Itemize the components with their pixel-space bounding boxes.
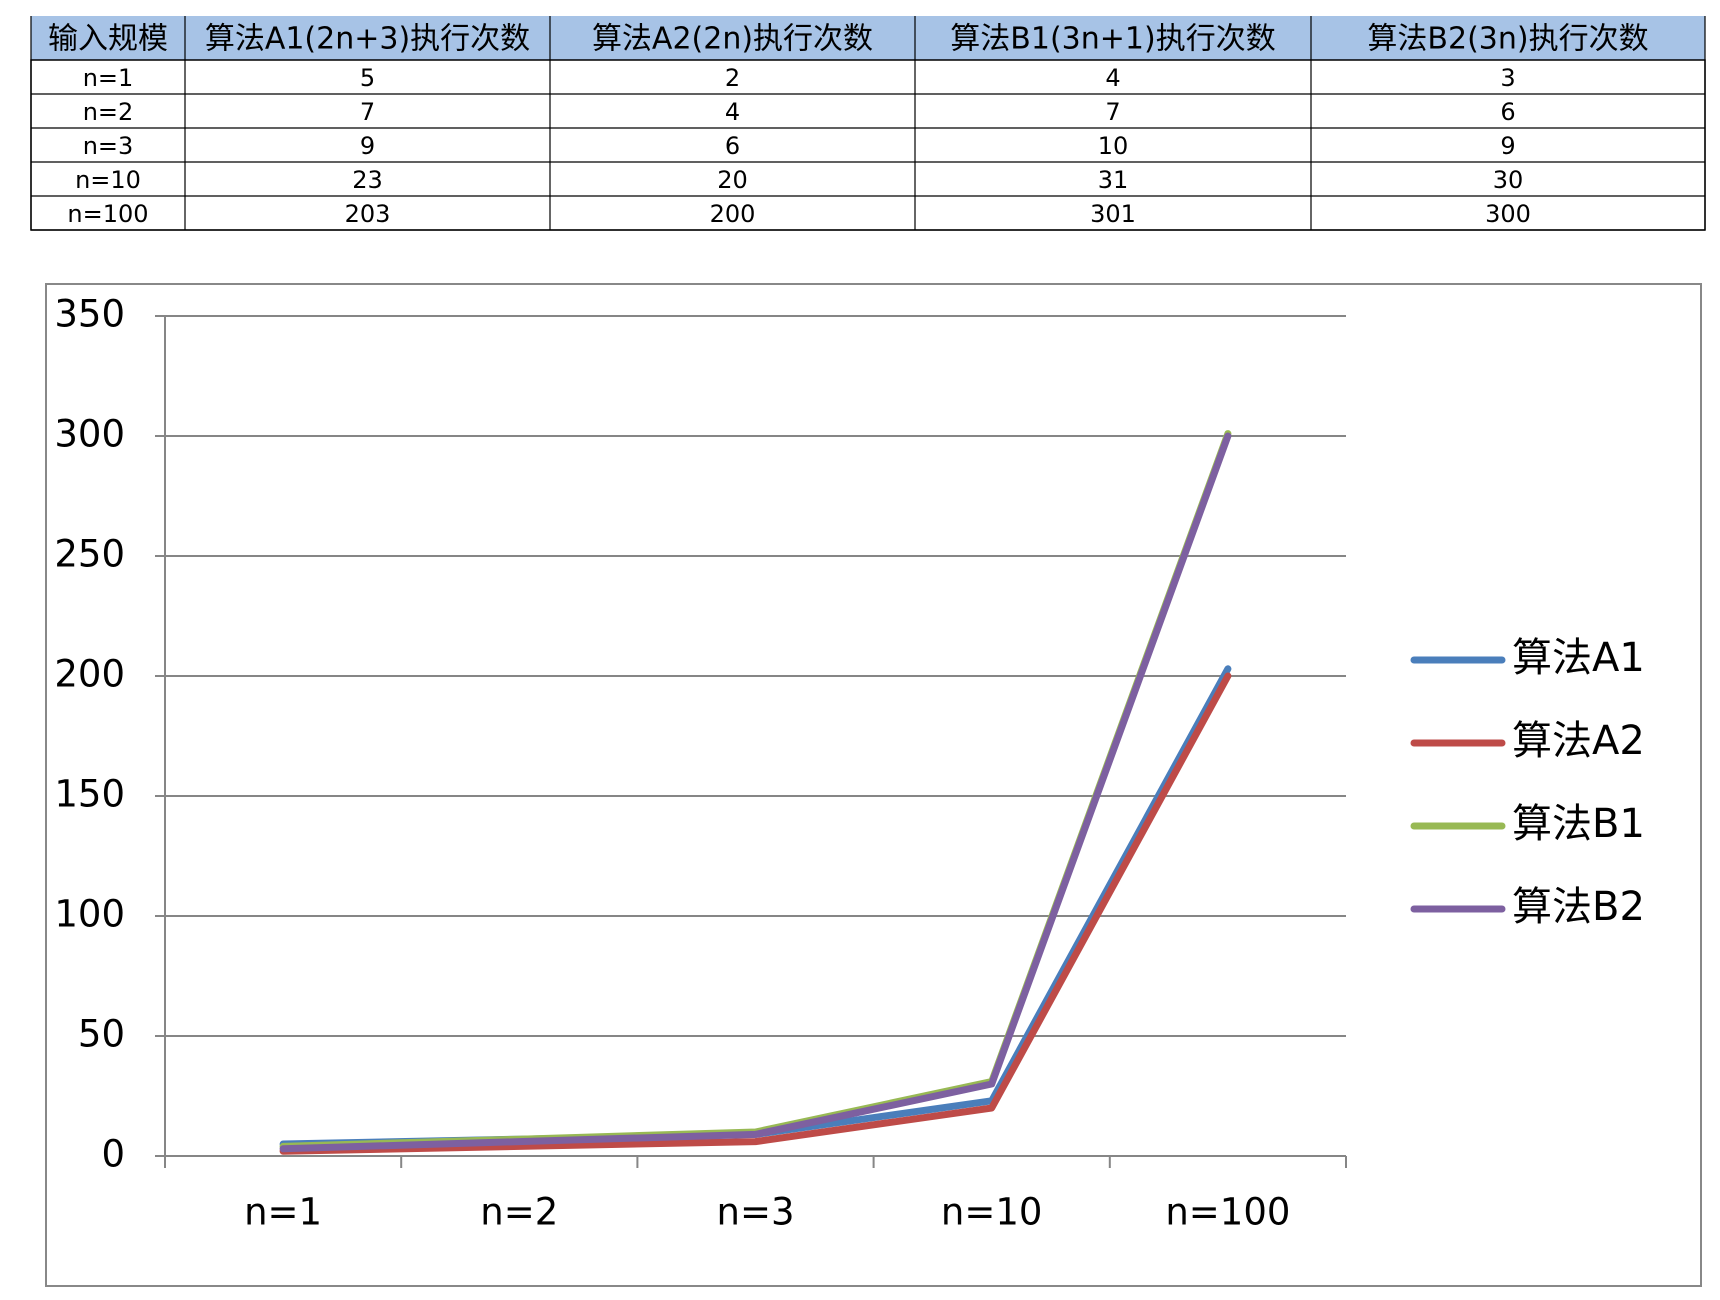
table-cell: 300 bbox=[1485, 200, 1531, 228]
table-body-bg bbox=[30, 59, 1706, 231]
table-cell: 20 bbox=[717, 166, 748, 194]
table-cell: n=2 bbox=[83, 98, 134, 126]
series-line bbox=[279, 672, 1232, 1155]
x-tick-label: n=3 bbox=[717, 1191, 795, 1234]
chart-area bbox=[45, 283, 1702, 1287]
table-cell: 200 bbox=[710, 200, 756, 228]
x-tick-label: n=1 bbox=[244, 1191, 322, 1234]
table-cell: n=100 bbox=[67, 200, 148, 228]
y-tick-label: 300 bbox=[54, 413, 125, 456]
table-cell: 30 bbox=[1493, 166, 1524, 194]
table-cell: n=1 bbox=[83, 64, 134, 92]
table-header-cell: 算法A1(2n+3)执行次数 bbox=[205, 22, 530, 57]
table-cell: 23 bbox=[352, 166, 383, 194]
x-tick-label: n=10 bbox=[941, 1191, 1043, 1234]
table-cell: 4 bbox=[1105, 64, 1120, 92]
table-header-bg bbox=[31, 16, 1705, 60]
y-tick-label: 150 bbox=[54, 773, 125, 816]
y-tick-label: 200 bbox=[54, 653, 125, 696]
y-tick-label: 350 bbox=[54, 293, 125, 336]
table-cell: 6 bbox=[725, 132, 740, 160]
legend-label: 算法A2 bbox=[1512, 718, 1645, 764]
table-cell: 10 bbox=[1098, 132, 1129, 160]
legend-label: 算法A1 bbox=[1512, 635, 1645, 681]
table-cell: 301 bbox=[1090, 200, 1136, 228]
table-header-cell: 输入规模 bbox=[48, 22, 168, 57]
table-cell: n=10 bbox=[75, 166, 141, 194]
table-header-cell: 算法B2(3n)执行次数 bbox=[1367, 22, 1648, 57]
table-cell: 9 bbox=[1500, 132, 1515, 160]
series-line bbox=[279, 432, 1232, 1153]
legend-label: 算法B1 bbox=[1512, 801, 1645, 847]
y-tick-label: 50 bbox=[78, 1013, 125, 1056]
y-tick-label: 0 bbox=[101, 1133, 125, 1176]
table-cell: 5 bbox=[360, 64, 375, 92]
legend-label: 算法B2 bbox=[1512, 884, 1645, 930]
y-tick-label: 100 bbox=[54, 893, 125, 936]
table-header-cell: 算法B1(3n+1)执行次数 bbox=[950, 22, 1275, 57]
y-tick-label: 250 bbox=[54, 533, 125, 576]
x-tick-label: n=100 bbox=[1165, 1191, 1290, 1234]
table-cell: 203 bbox=[345, 200, 391, 228]
table-cell: 7 bbox=[1105, 98, 1120, 126]
table-cell: 6 bbox=[1500, 98, 1515, 126]
x-tick-label: n=2 bbox=[480, 1191, 558, 1234]
table-cell: 31 bbox=[1098, 166, 1129, 194]
table-cell: n=3 bbox=[83, 132, 134, 160]
table-cell: 3 bbox=[1500, 64, 1515, 92]
table-cell: 4 bbox=[725, 98, 740, 126]
table-cell: 2 bbox=[725, 64, 740, 92]
table-header-cell: 算法A2(2n)执行次数 bbox=[592, 22, 873, 57]
table-cell: 7 bbox=[360, 98, 375, 126]
table-cell: 9 bbox=[360, 132, 375, 160]
